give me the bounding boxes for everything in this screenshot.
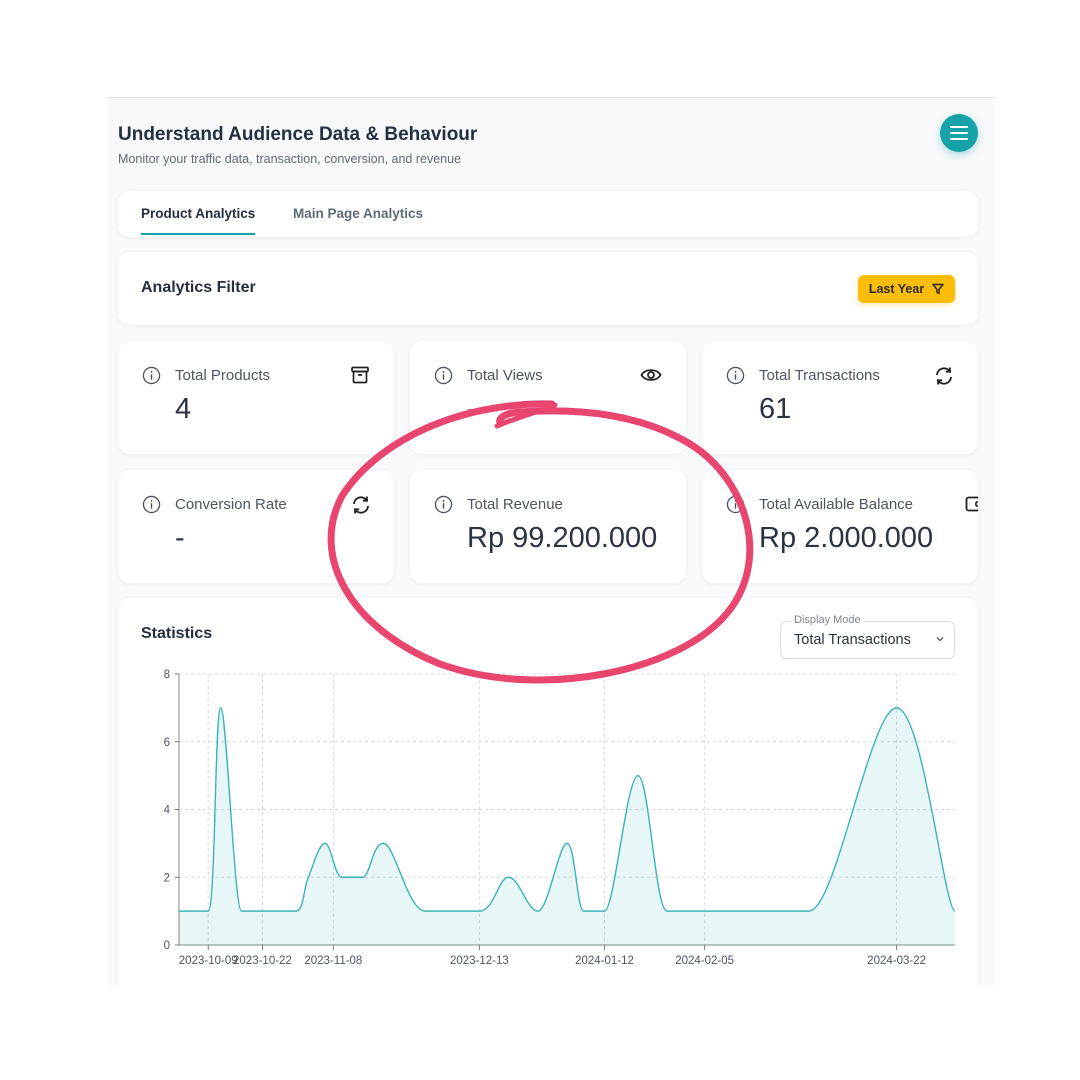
tab-product-analytics[interactable]: Product Analytics (141, 206, 256, 235)
refresh-icon (936, 367, 952, 385)
stat-value: Rp 2.000.000 (759, 522, 934, 554)
x-tick-label: 2024-02-05 (675, 955, 734, 967)
y-tick-label: 2 (164, 872, 170, 884)
y-tick-label: 8 (164, 669, 170, 681)
info-icon[interactable] (142, 495, 161, 514)
statistics-title: Statistics (141, 625, 213, 642)
eye-icon (640, 369, 662, 381)
stat-label: Total Transactions (759, 367, 880, 384)
stat-value: 4 (175, 393, 192, 425)
analytics-tabs: Product Analytics Main Page Analytics (118, 191, 978, 237)
y-tick-label: 0 (164, 940, 170, 952)
analytics-filter-card: Analytics Filter Last Year (118, 252, 978, 325)
stat-label: Total Products (175, 367, 271, 384)
filter-icon (932, 283, 944, 295)
x-tick-label: 2023-11-08 (304, 955, 362, 967)
series-area (179, 707, 955, 945)
info-icon[interactable] (434, 495, 453, 514)
display-mode-label: Display Mode (790, 614, 865, 626)
series-line (179, 707, 956, 912)
page-header: Understand Audience Data & Behaviour Mon… (118, 124, 477, 166)
stat-label: Conversion Rate (175, 496, 287, 513)
stat-label: Total Available Balance (759, 496, 913, 513)
y-tick-label: 6 (164, 737, 170, 749)
archive-icon (351, 366, 369, 384)
analytics-filter-title: Analytics Filter (141, 279, 256, 296)
last-year-filter-button[interactable]: Last Year (858, 275, 955, 303)
display-mode-select[interactable]: Display Mode Total Transactions (780, 614, 955, 659)
x-tick-label: 2024-03-22 (867, 955, 926, 967)
page-title: Understand Audience Data & Behaviour (118, 124, 478, 145)
info-icon[interactable] (434, 366, 453, 385)
y-tick-label: 4 (164, 805, 171, 817)
info-icon[interactable] (142, 366, 161, 385)
info-icon[interactable] (726, 366, 745, 385)
wallet-icon (965, 496, 978, 512)
analytics-app: Understand Audience Data & Behaviour Mon… (108, 97, 995, 985)
chevron-down-icon (936, 637, 944, 642)
x-tick-label: 2023-10-09 (179, 955, 238, 967)
x-tick-label: 2023-12-13 (450, 955, 509, 967)
filter-button-label: Last Year (868, 282, 925, 296)
tab-main-page-analytics[interactable]: Main Page Analytics (293, 206, 424, 221)
x-tick-label: 2024-01-12 (575, 955, 634, 967)
statistics-card: Statistics Display Mode Total Transactio… (118, 598, 978, 985)
stat-card-total-products: Total Products 4 (118, 341, 394, 454)
page-subtitle: Monitor your traffic data, transaction, … (118, 152, 462, 166)
display-mode-value: Total Transactions (794, 632, 911, 648)
stat-card-total-transactions: Total Transactions 61 (702, 341, 978, 454)
stat-value: - (175, 522, 185, 554)
x-tick-label: 2023-10-22 (233, 955, 292, 967)
stat-label: Total Revenue (467, 496, 563, 513)
menu-button[interactable] (940, 114, 978, 152)
stat-value: 61 (759, 393, 792, 425)
stat-label: Total Views (467, 367, 543, 384)
refresh-icon (353, 496, 369, 514)
stat-value: Rp 99.200.000 (467, 522, 658, 554)
stat-card-total-revenue: Total Revenue Rp 99.200.000 (410, 470, 686, 583)
hamburger-menu-icon (950, 126, 968, 140)
stat-card-total-views: Total Views - (410, 341, 686, 454)
